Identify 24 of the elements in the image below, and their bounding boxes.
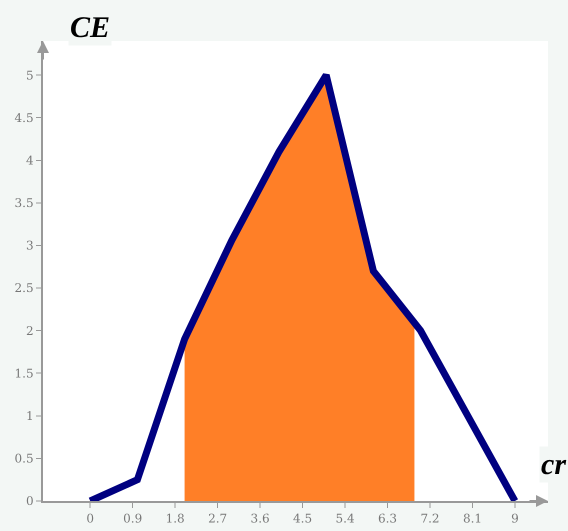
y-tick-label: 3 (26, 238, 34, 253)
x-tick-label: 0.9 (123, 511, 142, 526)
y-tick-label: 2.5 (14, 281, 34, 296)
x-tick-label: 4.5 (293, 511, 312, 526)
y-tick-label: 0 (26, 494, 34, 508)
x-tick-label: 1.8 (166, 511, 185, 526)
x-axis-title: cr (541, 448, 566, 481)
x-tick-label: 8.1 (462, 511, 482, 526)
x-tick-label: 3.6 (250, 511, 270, 526)
y-tick-label: 4.5 (14, 110, 34, 125)
y-tick-label: 1.5 (14, 366, 34, 380)
y-tick-label: 3.5 (14, 196, 34, 210)
y-tick-label: 1 (26, 409, 34, 424)
y-tick-label: 5 (26, 68, 34, 82)
y-tick-label: 4 (26, 153, 34, 168)
x-tick-label: 6.3 (378, 511, 398, 526)
x-tick-label: 0 (86, 511, 94, 526)
y-tick-label: 0.5 (14, 452, 34, 466)
y-axis-title: CE (70, 11, 110, 44)
x-tick-label: 7.2 (420, 511, 440, 526)
x-tick-label: 9 (511, 511, 519, 526)
x-tick-label: 5.4 (336, 511, 355, 526)
x-tick-label: 2.7 (208, 511, 228, 526)
y-tick-label: 2 (26, 324, 34, 338)
